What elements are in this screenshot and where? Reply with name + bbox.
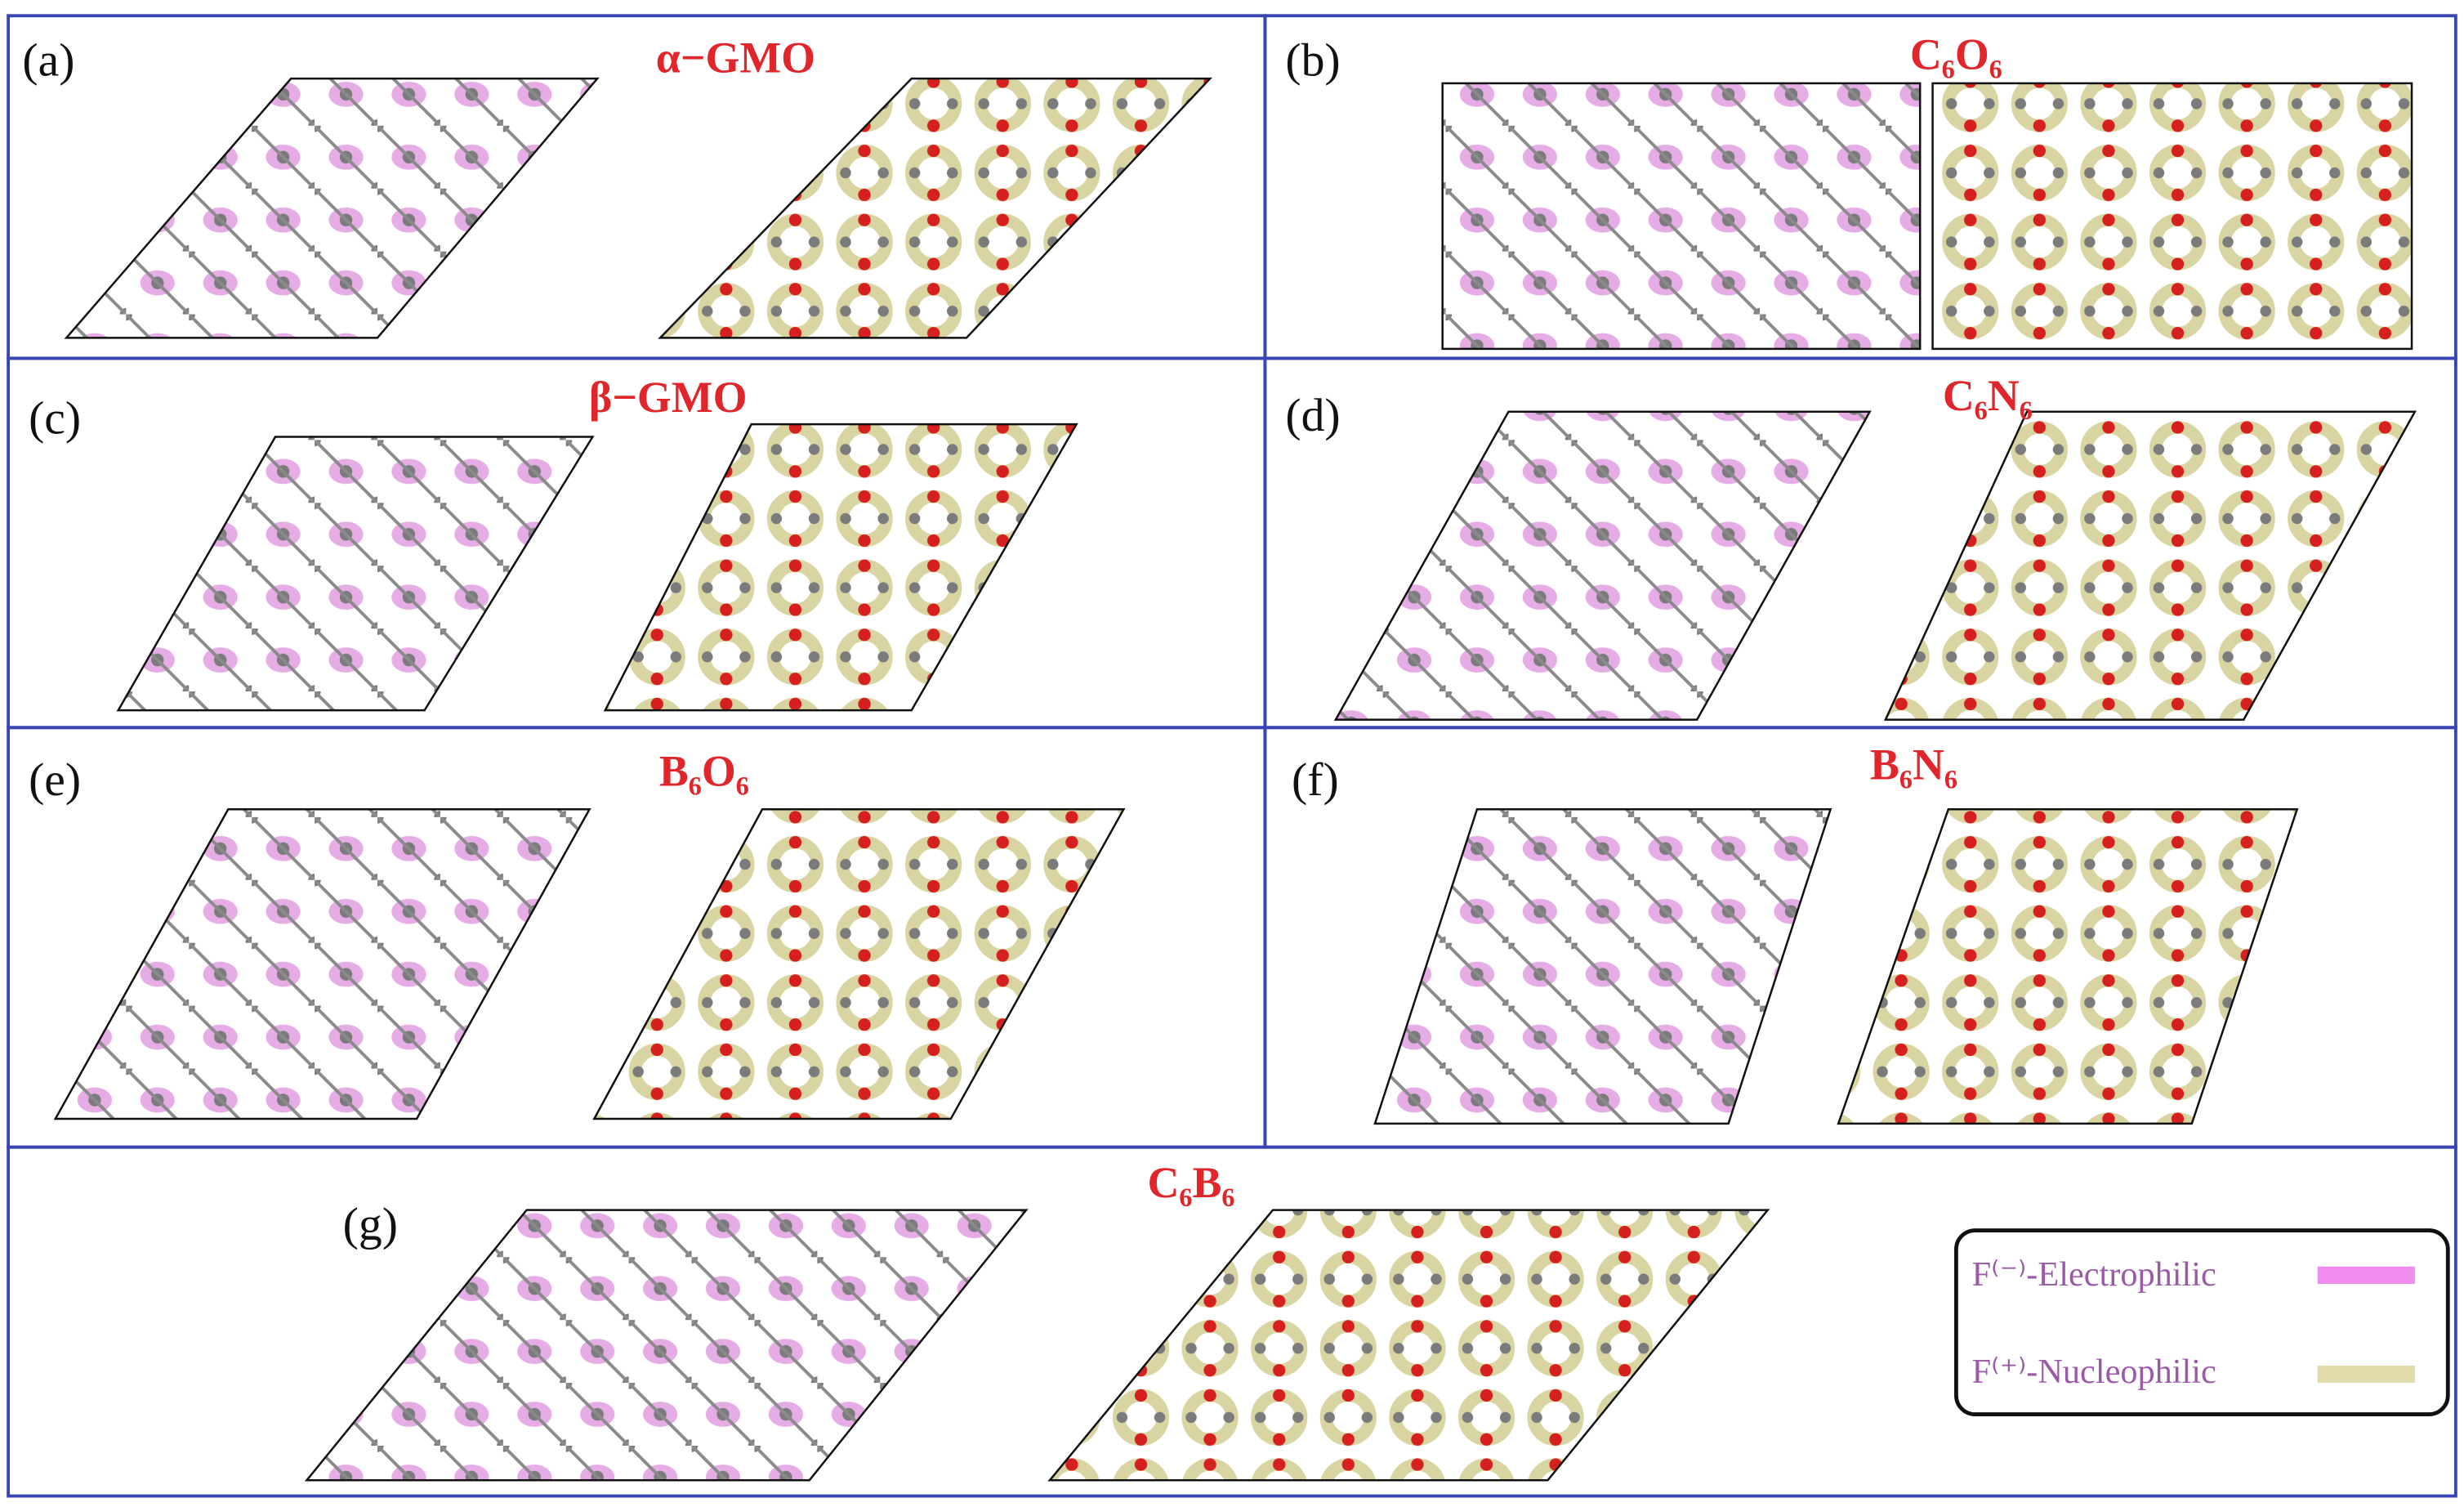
panel-label: (g) [343, 1199, 398, 1250]
panel-label: (e) [29, 754, 81, 806]
structure-cell [603, 423, 1078, 712]
legend-label: F⁽⁻⁾-Electrophilic [1972, 1255, 2216, 1294]
panel-title: B₆N₆ [1870, 740, 1957, 789]
structure-cell [1883, 410, 2417, 721]
frame [7, 1145, 2457, 1498]
legend-swatch [2317, 1266, 2415, 1284]
panel-frames [7, 14, 2457, 1498]
structure-cell [592, 808, 1126, 1120]
panel-title: β−GMO [589, 373, 748, 422]
structure-cell [1441, 82, 1922, 351]
panel-title: B₆O₆ [659, 746, 749, 795]
structure-cell [1931, 82, 2413, 351]
panel-label: (c) [29, 393, 81, 445]
structure-cell [658, 77, 1212, 339]
panel-label: (f) [1292, 754, 1339, 806]
legend-label: F⁽⁺⁾-Nucleophilic [1972, 1353, 2216, 1391]
panel-label: (d) [1285, 390, 1340, 441]
structures [53, 77, 2417, 1482]
structure-cell [1373, 808, 1832, 1125]
panel-label: (b) [1285, 34, 1340, 86]
legend: F⁽⁻⁾-Electrophilic F⁽⁺⁾-Nucleophilic [1954, 1228, 2450, 1416]
panel-title: C₆N₆ [1943, 371, 2033, 420]
panel-title: C₆B₆ [1147, 1158, 1234, 1207]
legend-swatch [2317, 1365, 2415, 1384]
structure-cell [64, 77, 600, 339]
panel-label: (a) [22, 34, 74, 86]
structure-cell [1333, 410, 1872, 721]
structure-cell [53, 808, 591, 1120]
structure-cell [116, 436, 595, 712]
structure-cell [1837, 808, 2299, 1125]
structure-cell [1047, 1209, 1770, 1482]
structure-cell [304, 1209, 1029, 1482]
panel-title: C₆O₆ [1910, 30, 2002, 79]
panel-title: α−GMO [656, 33, 815, 82]
